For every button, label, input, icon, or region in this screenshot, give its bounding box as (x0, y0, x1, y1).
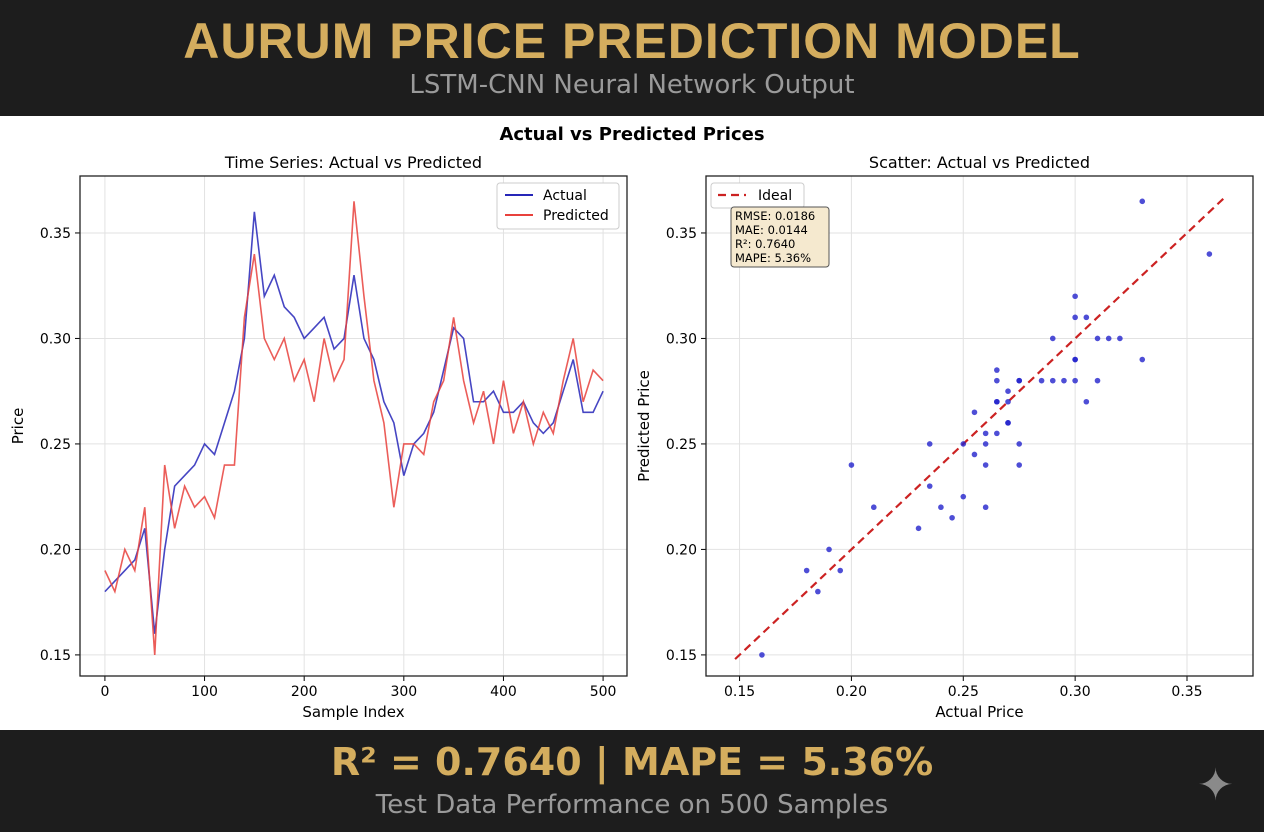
x-axis-label: Actual Price (935, 703, 1023, 721)
y-tick-label: 0.30 (666, 331, 697, 347)
scatter-point (1139, 198, 1146, 205)
y-tick-label: 0.35 (40, 226, 71, 242)
scatter-point (1016, 377, 1023, 384)
footer-caption: Test Data Performance on 500 Samples (375, 790, 889, 820)
scatter-point (926, 441, 933, 447)
chart-figure: Actual vs Predicted Prices 0 100 200 300 400… (9, 124, 1254, 721)
metric-summary: R² = 0.7640 | MAPE = 5.36% (330, 740, 934, 784)
scatter-point (1005, 388, 1011, 394)
scatter-point (1072, 314, 1078, 321)
x-tick-label: 200 (291, 684, 318, 700)
scatter-point (1105, 335, 1112, 342)
scatter-point (826, 546, 832, 553)
y-tick-label: 0.30 (40, 331, 71, 347)
scatter-point (982, 441, 989, 447)
scatter-point (994, 398, 1000, 405)
scatter-point (982, 430, 989, 437)
scatter-point (759, 652, 765, 658)
scatter-point (1083, 314, 1090, 321)
y-axis-label: Price (9, 408, 27, 445)
x-tick-label: 0.25 (948, 684, 979, 700)
x-tick-label: 0 (100, 684, 109, 700)
scatter-point (960, 441, 967, 447)
y-axis-label: Predicted Price (635, 370, 653, 482)
y-tick-label: 0.25 (40, 437, 71, 453)
scatter-point (1016, 462, 1023, 468)
stats-line: RMSE: 0.0186 (735, 209, 815, 223)
header: AURUM PRICE PREDICTION MODEL LSTM-CNN Ne… (0, 0, 1264, 116)
x-tick-label: 100 (191, 684, 218, 700)
ideal-line (734, 196, 1226, 660)
scatter-point (971, 451, 978, 458)
y-tick-label: 0.15 (666, 648, 697, 664)
scatter-point (1005, 420, 1011, 426)
y-tick-label: 0.20 (666, 542, 697, 558)
y-tick-label: 0.15 (40, 648, 71, 664)
axes-frame (79, 175, 628, 677)
scatter-point (1072, 293, 1078, 300)
legend-label: Ideal (758, 188, 792, 204)
scatter-point (1139, 356, 1146, 363)
stats-line: MAE: 0.0144 (735, 223, 808, 237)
scatter-point (1005, 398, 1011, 405)
scatter-point (994, 367, 1000, 373)
x-tick-label: 0.15 (724, 684, 755, 700)
scatter-point (994, 377, 1000, 384)
scatter-point (915, 525, 922, 532)
scatter-point (994, 430, 1000, 437)
scatter-point (1072, 356, 1078, 363)
x-tick-label: 300 (390, 684, 417, 700)
axes-title: Scatter: Actual vs Predicted (869, 153, 1090, 172)
axes-title: Time Series: Actual vs Predicted (224, 153, 482, 172)
scatter-point (1083, 398, 1090, 405)
scatter-point (971, 409, 978, 416)
legend-label: Actual (543, 188, 587, 204)
scatter-point (1072, 377, 1078, 384)
x-tick-label: 400 (490, 684, 517, 700)
legend-label: Predicted (543, 208, 609, 224)
scatter-point (815, 588, 821, 595)
scatter-point (1094, 335, 1101, 342)
x-tick-label: 0.35 (1171, 684, 1202, 700)
scatter-point (1117, 335, 1123, 342)
scatter-point (938, 504, 944, 511)
scatter-point (1038, 377, 1045, 384)
scatter-axes: 0.15 0.20 0.25 0.30 0.35 0.15 0.20 0.25 0.30 0.35… (635, 153, 1254, 721)
scatter-point (1016, 441, 1023, 447)
scatter-point (870, 504, 877, 511)
y-tick-label: 0.25 (666, 437, 697, 453)
figure-suptitle: Actual vs Predicted Prices (499, 124, 764, 145)
y-tick-label: 0.35 (666, 226, 697, 242)
series-line-actual (104, 211, 604, 634)
scatter-point (848, 462, 855, 468)
scatter-point (960, 493, 967, 500)
scatter-point (982, 462, 989, 468)
x-tick-label: 0.20 (836, 684, 867, 700)
scatter-point (1049, 377, 1056, 384)
x-tick-label: 0.30 (1060, 684, 1091, 700)
x-axis-label: Sample Index (302, 703, 404, 721)
scatter-point (949, 514, 955, 521)
scatter-point (982, 504, 989, 511)
sparkle-icon: ✦ (1197, 760, 1234, 811)
axes-frame (705, 175, 1254, 677)
x-tick-label: 500 (590, 684, 617, 700)
scatter-point (803, 567, 810, 574)
stats-line: R²: 0.7640 (735, 237, 795, 251)
scatter-point (926, 483, 933, 489)
scatter-point (1094, 377, 1101, 384)
time-series-axes: 0 100 200 300 400 500 0.15 0.20 0.25 0.30 0.35 Time… (9, 153, 628, 721)
scatter-point (1061, 377, 1067, 384)
stats-box (730, 206, 830, 268)
series-line-predicted (104, 201, 604, 655)
y-tick-label: 0.20 (40, 542, 71, 558)
scatter-point (837, 567, 844, 574)
scatter-point (1206, 251, 1213, 257)
stats-line: MAPE: 5.36% (735, 251, 811, 265)
footer: R² = 0.7640 | MAPE = 5.36% Test Data Per… (0, 730, 1264, 832)
scatter-point (1049, 335, 1056, 342)
page-title: AURUM PRICE PREDICTION MODEL (183, 13, 1081, 69)
page-subtitle: LSTM-CNN Neural Network Output (409, 70, 855, 100)
